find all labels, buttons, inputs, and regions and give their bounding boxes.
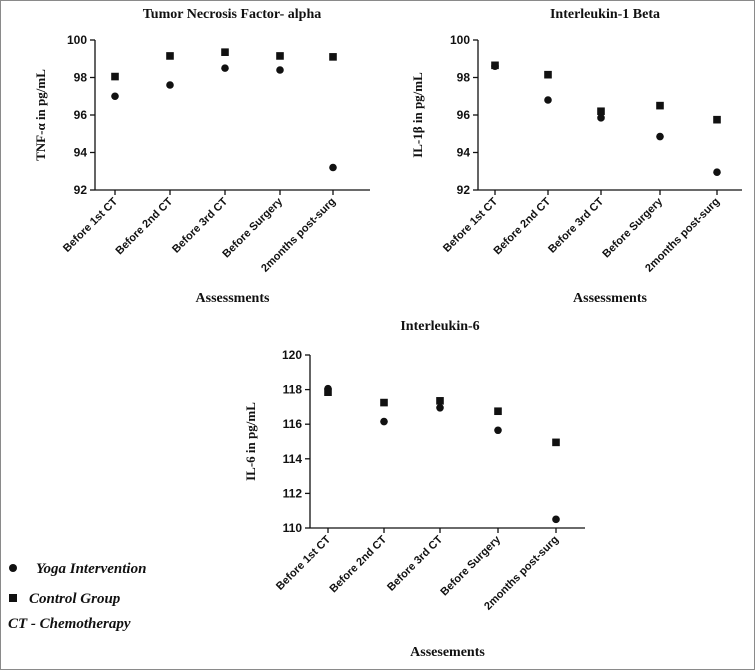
il1b-point-control [544,70,552,79]
il1b-y-tick-label: 94 [457,146,471,160]
tnf-point-control [166,52,174,60]
il6-point-yoga [494,426,502,435]
tnf-point-yoga [221,64,229,72]
il1b-point-yoga [656,132,664,141]
il6-point-control [436,397,444,405]
il6-y-tick-label: 112 [283,486,303,500]
legend-note: CT - Chemotherapy [8,616,131,632]
tnf-chart-title: Tumor Necrosis Factor- alpha [143,7,322,22]
chart-il-1-beta: Interleukin-1 Beta 92 94 96 98 100 Before 1st … [410,7,742,306]
legend: Yoga Intervention Control Group CT - Chemo… [8,561,146,632]
il1b-point-yoga [597,114,605,122]
tnf-point-control [111,72,119,81]
tnf-category-label: Before 1st CT [61,195,120,254]
il6-category-label: Before 2nd CT [327,533,389,595]
il1b-chart-title: Interleukin-1 Beta [550,7,660,22]
legend-label: Control Group [29,591,121,607]
il6-point-yoga [552,515,560,524]
tnf-y-axis-label: TNF-α in pg/mL [33,69,48,161]
tnf-point-control [221,48,229,56]
tnf-y-tick-label: 98 [74,71,88,85]
tnf-point-yoga [276,66,284,74]
il1b-category-label: Before Surgery [600,195,665,260]
tnf-point-control [329,53,337,61]
tnf-y-tick-label: 100 [67,33,87,47]
legend-square-marker [9,594,17,602]
tnf-category-label: Before 3rd CT [170,195,230,255]
il6-category-label: Before 3rd CT [385,533,445,593]
il6-category-label: Before Surgery [438,533,503,598]
tnf-y-tick-label: 96 [74,108,88,122]
il6-chart-title: Interleukin-6 [400,319,479,334]
il6-y-tick-label: 110 [283,521,303,535]
tnf-point-control [276,52,284,60]
chart-il-6: Interleukin-6 110 112 114 116 118 120 Before 1s… [243,319,585,660]
il1b-y-tick-label: 100 [450,33,470,47]
il1b-category-label: Before 2nd CT [491,195,553,257]
il1b-point-control [713,115,721,124]
il1b-point-yoga [713,168,721,176]
tnf-point-yoga [111,92,119,101]
il6-x-axis-label: Assesements [410,645,485,660]
il1b-point-control [656,101,664,110]
il1b-point-control [491,61,499,70]
legend-circle-marker [9,564,17,572]
chart-tnf-alpha: Tumor Necrosis Factor- alpha 92 94 96 98 100 B… [33,7,370,306]
il6-y-tick-label: 116 [283,417,303,431]
il1b-point-yoga [544,96,552,104]
il6-y-axis-label: IL-6 in pg/mL [243,402,258,481]
il1b-y-tick-label: 98 [457,71,471,85]
il6-point-control [552,438,560,447]
tnf-y-tick-label: 92 [74,183,88,197]
tnf-point-yoga [166,81,174,89]
il6-y-tick-label: 114 [283,452,303,466]
tnf-category-label: Before 2nd CT [113,195,175,257]
il6-point-control [324,388,332,396]
tnf-point-yoga [329,163,337,172]
il6-y-tick-label: 120 [282,348,302,362]
il6-point-yoga [436,403,444,412]
il6-point-control [494,407,502,416]
il1b-x-axis-label: Assessments [573,291,647,306]
il6-y-tick-label: 118 [283,383,303,397]
legend-label: Yoga Intervention [36,561,146,577]
il1b-y-tick-label: 92 [457,183,471,197]
tnf-y-tick-label: 94 [74,146,88,160]
il1b-y-tick-label: 96 [457,108,471,122]
il6-point-control [380,398,388,407]
tnf-x-axis-label: Assessments [196,291,270,306]
il6-category-label: Before 1st CT [274,533,333,592]
il1b-category-label: Before 1st CT [441,195,500,254]
il1b-category-label: Before 3rd CT [546,195,606,255]
il6-point-yoga [380,417,388,426]
il1b-point-control [597,107,605,116]
il1b-y-axis-label: IL-1β in pg/mL [410,72,425,158]
